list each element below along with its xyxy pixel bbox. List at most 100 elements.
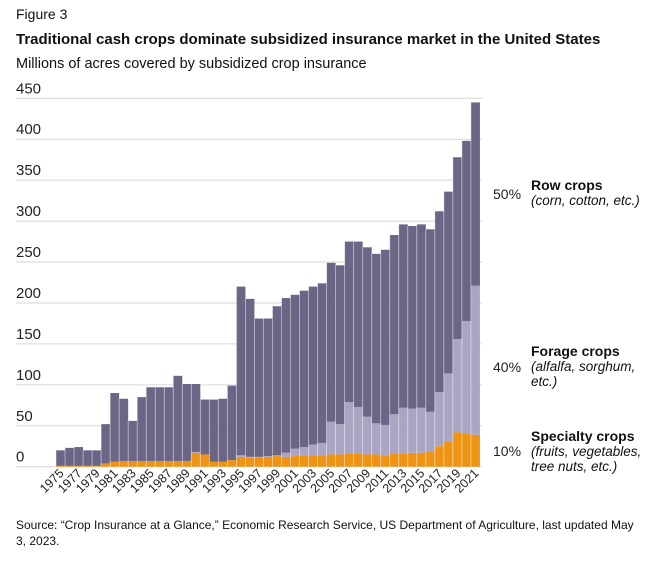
bar-specialty-crops xyxy=(227,460,237,467)
bar-row-crops xyxy=(164,387,174,461)
bar-specialty-crops xyxy=(74,465,84,467)
row-crops-annotation: Row crops (corn, cotton, etc.) xyxy=(531,177,640,209)
bar-specialty-crops xyxy=(272,456,282,467)
row-crops-detail: (corn, cotton, etc.) xyxy=(531,193,640,208)
bar-specialty-crops xyxy=(290,456,300,467)
chart-title: Traditional cash crops dominate subsidiz… xyxy=(16,31,601,48)
bar-forage-crops xyxy=(245,456,255,458)
bar-row-crops xyxy=(281,298,291,453)
row-crops-percent: 50% xyxy=(493,186,522,202)
bar-specialty-crops xyxy=(56,465,66,467)
bar-row-crops xyxy=(137,397,147,461)
bar-specialty-crops xyxy=(119,460,129,467)
bar-forage-crops xyxy=(281,452,291,457)
bar-row-crops xyxy=(398,224,408,408)
specialty-crops-detail: (fruits, vegetables, tree nuts, etc.) xyxy=(531,444,642,474)
bar-specialty-crops xyxy=(164,460,174,467)
bar-specialty-crops xyxy=(263,456,273,467)
bar-specialty-crops xyxy=(407,452,417,467)
bar-specialty-crops xyxy=(443,441,453,467)
bar-specialty-crops xyxy=(137,460,147,467)
bar-specialty-crops xyxy=(299,455,309,467)
bar-row-crops xyxy=(227,385,237,461)
bar-specialty-crops xyxy=(434,446,444,467)
y-tick-label: 400 xyxy=(16,121,41,138)
bar-row-crops xyxy=(173,375,183,461)
bar-row-crops xyxy=(92,450,102,466)
row-crops-label: Row crops xyxy=(531,177,603,193)
bar-row-crops xyxy=(434,211,444,393)
bar-row-crops xyxy=(245,298,255,457)
bar-forage-crops xyxy=(470,285,480,435)
bar-forage-crops xyxy=(452,338,462,433)
y-tick-label: 350 xyxy=(16,162,41,179)
bar-specialty-crops xyxy=(389,453,399,467)
bar-row-crops xyxy=(335,265,345,425)
bar-specialty-crops xyxy=(65,465,75,467)
bar-forage-crops xyxy=(299,447,309,456)
y-tick-label: 0 xyxy=(16,449,24,466)
forage-crops-annotation: Forage crops (alfalfa, sorghum, etc.) xyxy=(531,343,656,390)
bar-specialty-crops xyxy=(398,453,408,467)
bar-specialty-crops xyxy=(371,454,381,467)
bar-row-crops xyxy=(290,294,300,449)
specialty-crops-percent: 10% xyxy=(493,443,522,459)
bar-specialty-crops xyxy=(308,455,318,467)
bar-row-crops xyxy=(326,262,336,422)
y-tick-label: 50 xyxy=(16,408,33,425)
bar-specialty-crops xyxy=(128,460,138,467)
y-tick-label: 200 xyxy=(16,285,41,302)
bar-forage-crops xyxy=(344,402,354,454)
bar-row-crops xyxy=(200,399,210,455)
bar-row-crops xyxy=(308,286,318,445)
bar-specialty-crops xyxy=(218,461,228,467)
bar-forage-crops xyxy=(416,407,426,453)
bar-row-crops xyxy=(83,450,93,466)
bar-forage-crops xyxy=(407,408,417,453)
bar-row-crops xyxy=(119,398,129,461)
specialty-crops-label: Specialty crops xyxy=(531,428,635,444)
bar-forage-crops xyxy=(443,373,453,442)
bar-row-crops xyxy=(470,102,480,286)
y-tick-label: 450 xyxy=(16,80,41,97)
bar-row-crops xyxy=(416,224,426,408)
bar-row-crops xyxy=(407,226,417,409)
bar-forage-crops xyxy=(308,444,318,456)
bar-row-crops xyxy=(317,283,327,443)
bar-forage-crops xyxy=(389,414,399,454)
bar-specialty-crops xyxy=(461,433,471,467)
bar-specialty-crops xyxy=(155,460,165,467)
bar-row-crops xyxy=(209,399,219,462)
bar-forage-crops xyxy=(380,424,390,457)
bar-forage-crops xyxy=(362,416,372,455)
chart-subtitle: Millions of acres covered by subsidized … xyxy=(16,56,367,72)
y-tick-label: 250 xyxy=(16,244,41,261)
bar-forage-crops xyxy=(254,456,264,458)
bar-row-crops xyxy=(110,393,120,462)
bar-forage-crops xyxy=(272,455,282,457)
bar-specialty-crops xyxy=(470,434,480,467)
bar-row-crops xyxy=(101,424,111,464)
bar-row-crops xyxy=(236,286,246,456)
bar-forage-crops xyxy=(353,406,363,454)
figure-label: Figure 3 xyxy=(16,6,68,22)
bar-specialty-crops xyxy=(200,454,210,467)
bar-specialty-crops xyxy=(362,454,372,467)
y-tick-label: 150 xyxy=(16,326,41,343)
bar-forage-crops xyxy=(317,442,327,456)
bar-forage-crops xyxy=(326,421,336,455)
forage-crops-label: Forage crops xyxy=(531,343,620,359)
bar-specialty-crops xyxy=(317,455,327,467)
bar-row-crops xyxy=(371,253,381,424)
bar-specialty-crops xyxy=(146,460,156,467)
bar-row-crops xyxy=(389,235,399,415)
bar-specialty-crops xyxy=(182,460,192,467)
bar-row-crops xyxy=(155,387,165,461)
bar-specialty-crops xyxy=(83,465,93,467)
bar-specialty-crops xyxy=(281,456,291,467)
y-tick-label: 300 xyxy=(16,203,41,220)
bar-specialty-crops xyxy=(254,457,264,467)
bar-specialty-crops xyxy=(173,460,183,467)
bar-row-crops xyxy=(452,157,462,339)
